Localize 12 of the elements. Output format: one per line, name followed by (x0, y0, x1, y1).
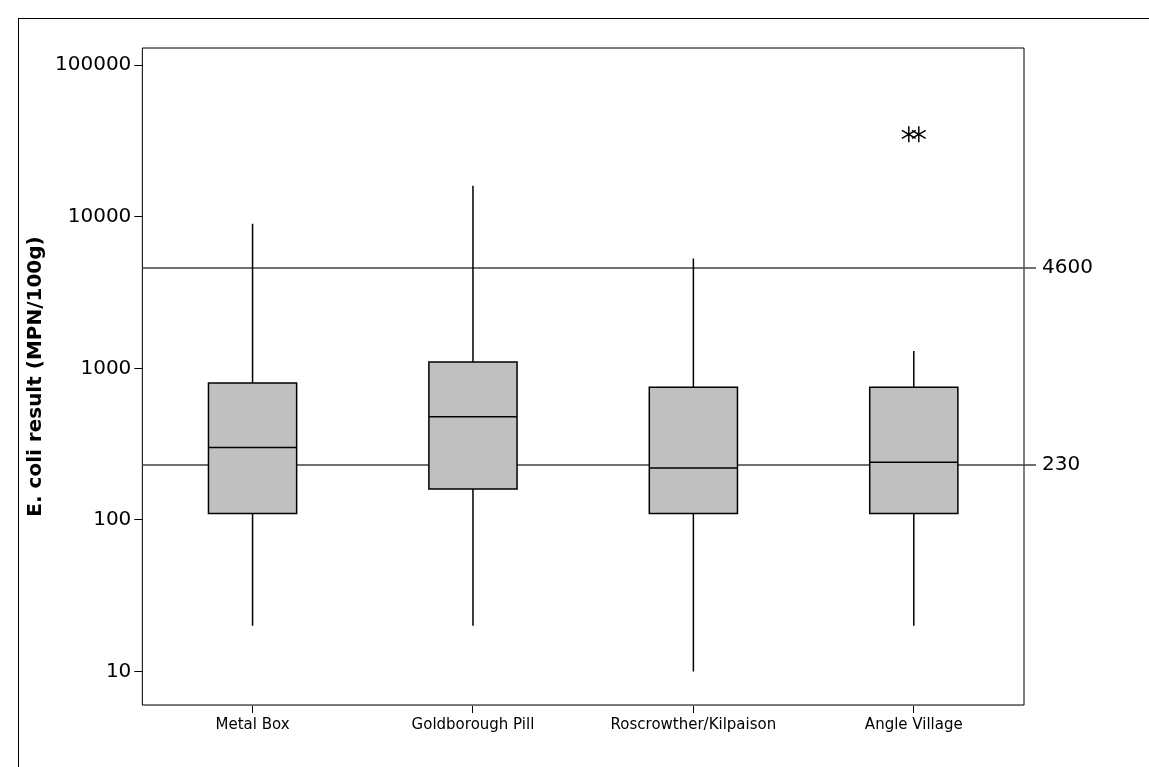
x-tick-label: Angle Village (864, 714, 963, 733)
y-tick-label: 10000 (67, 203, 132, 227)
ref-line-label: 230 (1042, 451, 1081, 476)
x-tick-label: Roscrowther/Kilpaison (610, 714, 777, 733)
ref-line-label: 4600 (1042, 254, 1093, 279)
x-tick-label: Metal Box (215, 714, 290, 733)
y-tick-label: 1000 (80, 354, 132, 379)
x-tick-label: Goldborough Pill (411, 714, 535, 733)
y-axis-title: E. coli result (MPN/100g) (22, 236, 47, 517)
y-tick-label: 10 (105, 657, 132, 682)
y-tick-label: 100000 (54, 51, 132, 76)
y-tick-label: 100 (93, 506, 132, 531)
